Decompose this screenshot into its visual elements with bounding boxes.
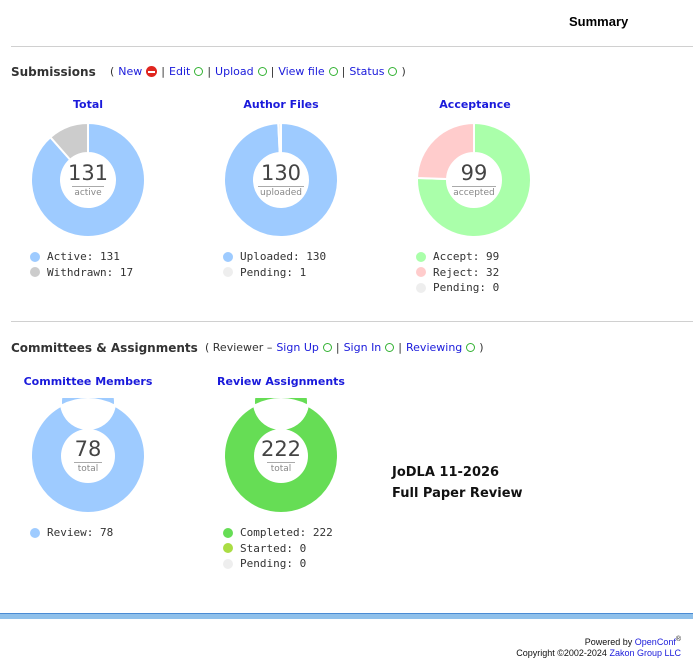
legend-label: Review: 78: [47, 526, 114, 540]
donut-slice-pending: [277, 122, 282, 155]
legend-label: Started: 0: [240, 541, 307, 555]
conference-phase: Full Paper Review: [392, 486, 523, 501]
legend-swatch: [223, 267, 233, 278]
legend-label: Pending: 0: [433, 281, 500, 295]
acceptance-chart-title: Acceptance: [439, 98, 511, 111]
open-status-icon: [466, 343, 476, 352]
legend-label: Accept: 99: [433, 250, 500, 264]
legend-item: Review: 78: [30, 525, 113, 541]
review-assignments-center-label: total: [267, 462, 295, 474]
legend-item: Started: 0: [223, 541, 333, 557]
acceptance-donut-chart: [416, 122, 532, 238]
powered-by: Powered by OpenConf®: [584, 636, 681, 647]
openconf-link[interactable]: OpenConf: [634, 637, 676, 647]
committees-title: Committees & Assignments: [11, 341, 198, 355]
acceptance-legend: Accept: 99 Reject: 32 Pending: 0: [416, 249, 499, 296]
legend-item: Pending: 0: [416, 280, 499, 296]
open-status-icon: [322, 343, 332, 352]
legend-label: Uploaded: 130: [240, 250, 327, 264]
header-divider: [11, 46, 693, 47]
author-files-chart-title: Author Files: [243, 98, 319, 111]
new-link[interactable]: New: [118, 65, 143, 78]
closed-status-icon: [146, 66, 158, 77]
sign-in-link[interactable]: Sign In: [343, 341, 382, 354]
committees-links: ( Reviewer – Sign Up | Sign In | Reviewi…: [205, 341, 484, 354]
legend-swatch: [223, 558, 233, 569]
author-files-legend: Uploaded: 130 Pending: 1: [223, 249, 326, 280]
legend-label: Withdrawn: 17: [47, 265, 134, 279]
acceptance-center-value: 99: [460, 161, 488, 185]
legend-swatch: [30, 267, 40, 278]
committee-members-legend: Review: 78: [30, 525, 113, 541]
legend-item: Withdrawn: 17: [30, 265, 133, 281]
review-assignments-legend: Completed: 222 Started: 0 Pending: 0: [223, 525, 333, 572]
legend-item: Pending: 1: [223, 265, 326, 281]
legend-item: Pending: 0: [223, 556, 333, 572]
donut-hole: [254, 153, 308, 207]
legend-item: Completed: 222: [223, 525, 333, 541]
view-file-link[interactable]: View file: [278, 65, 325, 78]
total-center-label: active: [72, 186, 104, 198]
committee-members-donut-chart: [30, 398, 146, 514]
legend-swatch: [30, 527, 40, 538]
conference-name: JoDLA 11-2026: [392, 465, 500, 480]
total-chart-title: Total: [72, 98, 104, 111]
legend-item: Accept: 99: [416, 249, 499, 265]
legend-swatch: [416, 251, 426, 262]
open-status-icon: [194, 67, 204, 76]
upload-link[interactable]: Upload: [215, 65, 254, 78]
donut-hole: [254, 429, 308, 483]
sign-up-link[interactable]: Sign Up: [276, 341, 319, 354]
copyright: Copyright ©2002-2024 Zakon Group LLC: [516, 648, 681, 658]
donut-hole: [61, 153, 115, 207]
edit-link[interactable]: Edit: [169, 65, 191, 78]
author-files-center-value: 130: [260, 161, 302, 185]
author-files-donut-chart: [223, 122, 339, 238]
donut-hole: [61, 429, 115, 483]
page-title: Summary: [569, 14, 629, 29]
donut-hole: [447, 153, 501, 207]
legend-item: Uploaded: 130: [223, 249, 326, 265]
review-assignments-center-value: 222: [260, 437, 302, 461]
committee-members-chart-title: Committee Members: [23, 375, 153, 388]
legend-label: Pending: 0: [240, 557, 307, 571]
committee-members-center-label: total: [74, 462, 102, 474]
legend-label: Active: 131: [47, 250, 120, 264]
legend-item: Active: 131: [30, 249, 133, 265]
committee-members-center-value: 78: [74, 437, 102, 461]
legend-label: Completed: 222: [240, 526, 333, 540]
legend-item: Reject: 32: [416, 265, 499, 281]
zakon-link[interactable]: Zakon Group LLC: [609, 648, 681, 658]
legend-swatch: [223, 543, 233, 554]
total-donut-chart: [30, 122, 146, 238]
review-assignments-chart-title: Review Assignments: [217, 375, 345, 388]
open-status-icon: [385, 343, 395, 352]
legend-swatch: [416, 282, 426, 293]
legend-label: Reject: 32: [433, 265, 500, 279]
total-legend: Active: 131 Withdrawn: 17: [30, 249, 133, 280]
author-files-center-label: uploaded: [258, 186, 304, 198]
submissions-title: Submissions: [11, 65, 96, 79]
status-link[interactable]: Status: [349, 65, 385, 78]
legend-swatch: [223, 251, 233, 262]
open-status-icon: [328, 67, 338, 76]
conference-label: JoDLA 11-2026 Full Paper Review: [392, 462, 523, 504]
legend-swatch: [30, 251, 40, 262]
legend-swatch: [223, 527, 233, 538]
open-status-icon: [388, 67, 398, 76]
open-status-icon: [257, 67, 267, 76]
acceptance-center-label: accepted: [452, 186, 496, 198]
legend-label: Pending: 1: [240, 265, 307, 279]
donut-slice-withdrawn: [48, 122, 89, 162]
legend-swatch: [416, 267, 426, 278]
review-assignments-donut-chart: [223, 398, 339, 514]
reviewing-link[interactable]: Reviewing: [406, 341, 463, 354]
section-divider: [11, 321, 693, 322]
footer-bar: [0, 613, 693, 619]
submissions-links: ( New | Edit | Upload | View file | Stat…: [110, 65, 406, 78]
total-center-value: 131: [67, 161, 109, 185]
